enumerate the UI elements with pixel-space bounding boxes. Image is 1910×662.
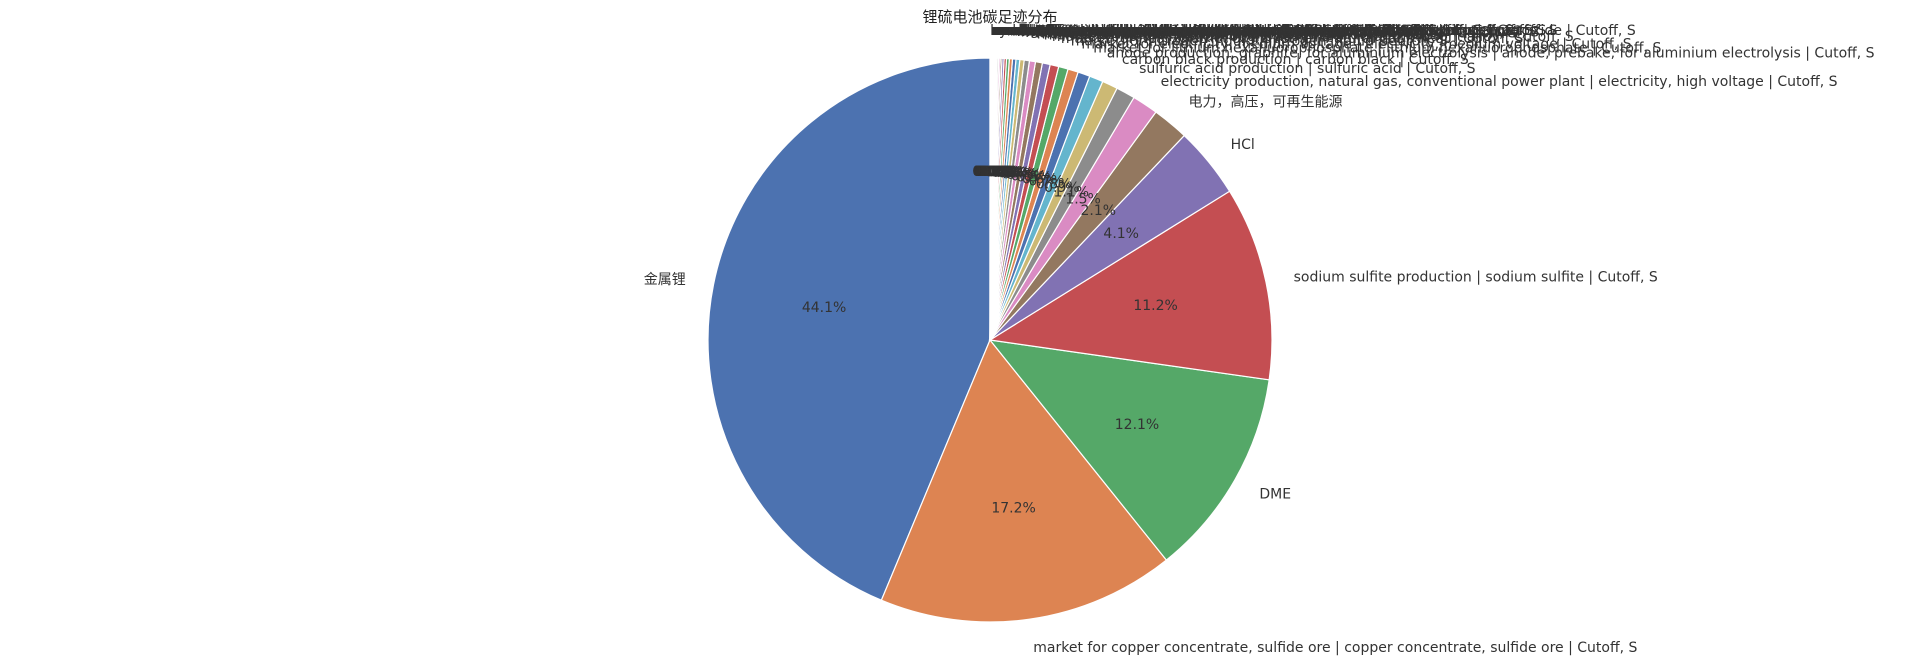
pie-percent-label: 2.1%	[1081, 203, 1117, 219]
pie-slice-label: market for dimethyl carbonate | dimethyl…	[997, 23, 1436, 39]
pie-slice-label: market for tap water | tap water | Cutof…	[1037, 26, 1337, 42]
pie-slice-label: carbon black production | carbon black |…	[1122, 52, 1469, 68]
pie-percent-label: 0.2%	[983, 164, 1019, 180]
pie-percent-label: 0.1%	[981, 164, 1017, 180]
pie-slice-label: market for nickel, class 1 | nickel, cla…	[1004, 23, 1364, 39]
pie-percent-label: 0.1%	[979, 164, 1015, 180]
pie-percent-label: 0.4%	[1006, 167, 1042, 183]
pie-percent-label: 0.4%	[1002, 166, 1038, 182]
pie-percent-label: 0.0%	[975, 164, 1011, 180]
pie-slice-label: market for argon, liquid | argon, liquid…	[992, 23, 1333, 39]
pie-percent-label: 0.2%	[989, 165, 1025, 181]
pie-slice-label: market for heat, district or industrial,…	[1061, 31, 1524, 47]
pie-percent-label: 0.0%	[972, 164, 1008, 180]
pie-slice-label: sodium sulfite production | sodium sulfi…	[1294, 269, 1658, 285]
pie-slice-label: 金属锂	[644, 272, 686, 288]
pie-slice	[988, 190, 1273, 381]
pie-percent-label: 17.2%	[991, 501, 1035, 517]
pie-percent-label: 0.0%	[974, 164, 1010, 180]
pie-percent-label: 0.1%	[978, 164, 1014, 180]
pie-slice-label: market for polypropylene, granulate | po…	[996, 23, 1514, 39]
pie-slice-label: DME	[1259, 487, 1291, 503]
pie-slice-label: hydrogen peroxide production, product in…	[990, 23, 1636, 39]
pie-slice-label: market for compressed air | compressed a…	[993, 23, 1374, 39]
pie-slice-label: 电力，高压，可再生能源	[1189, 94, 1343, 111]
pie-slice-label: market for water, deionised | water, dei…	[994, 23, 1392, 39]
pie-slice-label: market for steel, low-alloyed | steel, l…	[1002, 23, 1412, 39]
pie-slice-label: market for carboxymethyl cellulose, powd…	[991, 23, 1558, 39]
pie-slice-label: market for lithium hexafluorophosphate |…	[1093, 41, 1661, 57]
pie-percent-label: 0.3%	[998, 166, 1034, 182]
pie-slice-label: market for copper, cathode | copper, cat…	[1017, 24, 1410, 40]
pie-slice-label: market for transport, freight, lorry | t…	[1031, 26, 1518, 42]
pie-slices	[707, 57, 1273, 623]
pie-percent-label: 12.1%	[1115, 417, 1159, 433]
pie-slice	[707, 57, 991, 602]
pie-percent-label: 0.0%	[973, 164, 1009, 180]
pie-percent-label: 0.0%	[974, 164, 1010, 180]
pie-percent-label: 0.1%	[976, 164, 1012, 180]
pie-slice-label: market for glass fibre | glass fibre | C…	[993, 23, 1303, 39]
pie-percent-label: 44.1%	[802, 300, 846, 316]
pie-percent-label: 0.7%	[1029, 174, 1065, 190]
pie-percent-label: 0.2%	[985, 164, 1021, 180]
pie-percent-label: 0.9%	[1044, 180, 1080, 196]
pie-percent-label: 0.5%	[1016, 170, 1052, 186]
pie-percent-label: 0.0%	[973, 164, 1009, 180]
pie-percent-label: 0.2%	[987, 164, 1023, 180]
pie-slice-label: market for lithium carbonate | lithium c…	[1010, 23, 1423, 39]
pie-slice-labels: 金属锂 market for copper concentrate, sulfid…	[644, 23, 1875, 656]
pie-percent-label: 0.1%	[980, 164, 1016, 180]
pie-slice-label: market for wastewater, average | wastewa…	[990, 23, 1450, 39]
pie-percent-label: 1.1%	[1054, 185, 1090, 201]
pie-slice-label: market for copper concentrate, sulfide o…	[1033, 640, 1637, 656]
pie-slice-label: electricity production, natural gas, con…	[1161, 74, 1838, 90]
pie-slice-label: market for hydrogen fluoride | hydrogen …	[995, 23, 1409, 39]
pie-percent-label: 0.0%	[973, 164, 1009, 180]
pie-slice-label: market for aluminium, wrought alloy | al…	[1052, 29, 1574, 45]
pie-slice-label: market for chemical, organic | chemical,…	[1025, 25, 1438, 41]
pie-percent-label: 11.2%	[1133, 298, 1177, 314]
pie-slice-label: market for nitrogen, liquid | nitrogen, …	[1071, 34, 1448, 50]
pie-percent-label: 0.0%	[974, 164, 1010, 180]
pie-slice-label: anode production, graphite, for aluminiu…	[1107, 46, 1875, 62]
pie-slice-label: market for sulfur | sulfur | Cutoff, S	[1007, 23, 1252, 39]
pie-percent-label: 0.3%	[994, 165, 1030, 181]
pie-percent-label: 0.0%	[973, 164, 1009, 180]
pie-percent-label: 0.2%	[991, 165, 1027, 181]
chart-title: 锂硫电池碳足迹分布	[922, 8, 1057, 26]
pie-percent-label: 0.6%	[1022, 171, 1058, 187]
pie-percent-label: 4.1%	[1103, 226, 1139, 242]
pie-slice	[880, 338, 1168, 623]
pie-percent-label: 0.8%	[1036, 176, 1072, 192]
pie-percent-label: 0.1%	[976, 164, 1012, 180]
pie-slice-label: market for polyvinylfluoride | polyvinyl…	[1044, 28, 1442, 44]
pie-slice	[988, 339, 1270, 561]
pie-slice-label: sulfuric acid production | sulfuric acid…	[1139, 61, 1476, 77]
pie-percent-label: 0.1%	[977, 164, 1013, 180]
pie-slice-label: market for polyethylene, high density, g…	[1021, 24, 1540, 40]
pie-slice-label: HCl	[1231, 137, 1255, 153]
pie-percent-labels: 44.1% 17.2% 12.1% 11.2% 4.1% 2.1%1.5%1.1%0.9%…	[802, 164, 1178, 517]
pie-percent-label: 1.5%	[1065, 192, 1101, 208]
pie-slice-label: market for sodium hydroxide | sodium hyd…	[1013, 24, 1428, 40]
pie-percent-label: 0.0%	[972, 164, 1008, 180]
pie-percent-label: 0.5%	[1011, 168, 1047, 184]
pie-slice-label: market for N-methyl-2-pyrrolidone | N-me…	[991, 23, 1482, 39]
pie-slice-label: market for packaging film, low density p…	[991, 23, 1546, 39]
pie-slice-label: market for electricity, medium voltage |…	[1081, 37, 1631, 53]
pie-slice-label: market for ethylene carbonate | ethylene…	[999, 23, 1438, 39]
pie-slice-label: market for natural gas, high pressure | …	[1000, 23, 1533, 39]
